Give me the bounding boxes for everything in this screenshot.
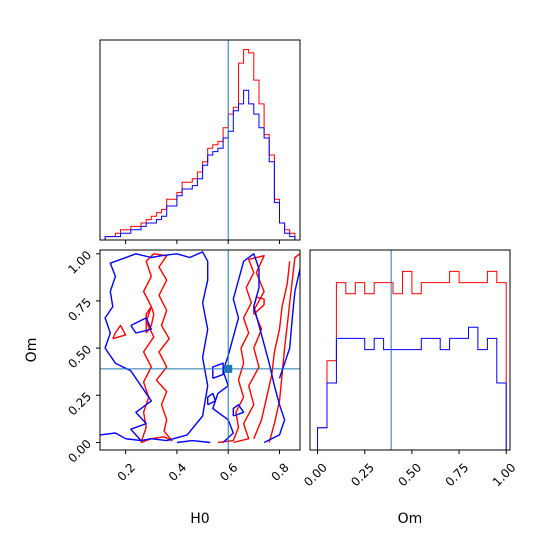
om-hist-x-tick-label: 0.00 xyxy=(301,460,330,489)
contour-red-line xyxy=(112,324,127,340)
h0-hist-blue-series xyxy=(104,89,296,240)
contour-red-line xyxy=(140,253,173,444)
contour-blue-line xyxy=(100,251,209,442)
contour-y-tick-label: 0.25 xyxy=(65,390,94,419)
contour-x-tick-label: 0.4 xyxy=(166,460,189,483)
contour-y-tick-label: 0.75 xyxy=(65,295,94,324)
h0-axis-label: H0 xyxy=(190,511,209,527)
om-y-axis-label: Om xyxy=(24,338,40,363)
om-hist-frame xyxy=(309,249,511,451)
om-hist-x-tick-label: 0.75 xyxy=(443,460,472,489)
contour-blue-line xyxy=(212,362,224,379)
om-axis-label: Om xyxy=(398,511,423,527)
contour-red-line xyxy=(253,261,291,439)
h0-om-contour-panel: 0.2 0.4 0.6 0.8 0.00 0.25 0.50 0.75 1.00 xyxy=(65,248,301,484)
contour-blue-line xyxy=(212,253,286,444)
om-hist-x-tick-label: 1.00 xyxy=(490,460,519,489)
om-hist-blue-series xyxy=(317,326,507,450)
contour-blue-line xyxy=(278,268,300,379)
contour-blue-line xyxy=(176,439,211,444)
contour-blue-line xyxy=(207,392,217,406)
contour-x-tick-label: 0.6 xyxy=(217,460,240,483)
contour-y-tick-label: 0.50 xyxy=(65,342,94,371)
contour-lines-group xyxy=(100,251,300,444)
contour-y-tick-label: 0.00 xyxy=(65,437,94,466)
h0-hist-red-series xyxy=(104,49,296,240)
contour-x-tick-label: 0.2 xyxy=(115,460,138,483)
contour-blue-line xyxy=(130,317,152,334)
contour-frame xyxy=(99,249,301,451)
om-histogram-panel: 0.00 0.25 0.50 0.75 1.00 xyxy=(301,249,519,489)
truth-marker xyxy=(224,364,233,373)
h0-histogram-panel xyxy=(99,39,301,244)
om-hist-x-tick-label: 0.50 xyxy=(395,460,424,489)
om-hist-x-tick-label: 0.25 xyxy=(348,460,377,489)
om-hist-red-series xyxy=(317,270,507,450)
contour-y-tick-label: 1.00 xyxy=(65,248,94,277)
contour-blue-line xyxy=(232,404,245,417)
contour-red-line xyxy=(217,255,265,444)
h0-hist-frame xyxy=(99,39,301,241)
contour-red-line xyxy=(268,253,300,443)
contour-x-tick-label: 0.8 xyxy=(268,460,291,483)
